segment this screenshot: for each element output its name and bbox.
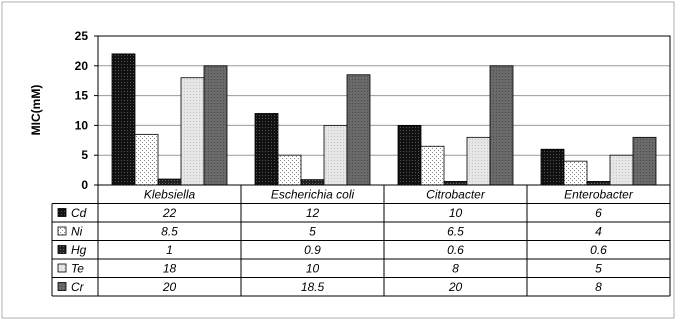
y-tick-label: 0: [81, 178, 88, 192]
table-cell: 5: [309, 225, 316, 239]
category-label: Klebsiella: [144, 188, 196, 202]
bar-hg-2: [443, 181, 468, 186]
table-cell: 6.5: [447, 225, 464, 239]
bars: [111, 53, 657, 186]
legend-key-te: [57, 263, 67, 273]
table-cell: 20: [162, 280, 177, 294]
series-label: Cr: [71, 280, 85, 294]
table-cell: 1: [166, 243, 173, 257]
bar-cr-3: [632, 136, 657, 186]
table-cell: 6: [595, 206, 602, 220]
table-cell: 20: [448, 280, 463, 294]
table-cell: 18.5: [301, 280, 325, 294]
bar-cr-0: [203, 65, 228, 186]
y-tick-label: 15: [75, 89, 89, 103]
y-tick-label: 5: [81, 148, 88, 162]
table-cell: 8.5: [161, 225, 178, 239]
y-tick-label: 20: [75, 59, 89, 73]
bar-cd-1: [254, 113, 279, 186]
bar-ni-2: [420, 145, 445, 186]
table-cell: 4: [595, 225, 602, 239]
table-cell: 0.6: [447, 243, 464, 257]
table-cell: 8: [595, 280, 602, 294]
bar-hg-1: [300, 179, 325, 186]
bar-ni-3: [563, 160, 588, 186]
y-tick-label: 25: [75, 29, 89, 43]
legend-key-ni: [57, 226, 67, 236]
table-cell: 5: [595, 262, 602, 276]
table-cell: 10: [449, 206, 463, 220]
bar-te-1: [323, 125, 348, 186]
table-cell: 0.9: [304, 243, 321, 257]
bar-cd-3: [540, 148, 565, 186]
y-tick-label: 10: [75, 118, 89, 132]
series-label: Hg: [71, 243, 87, 257]
series-label: Cd: [71, 206, 87, 220]
bar-cr-1: [346, 74, 371, 186]
bar-te-3: [609, 154, 634, 186]
bar-hg-3: [586, 181, 611, 186]
bar-te-2: [466, 136, 491, 186]
bar-cd-2: [397, 125, 422, 186]
data-table: Klebsiella Escherichia coli Citrobacter Ent…: [51, 184, 671, 297]
bar-te-0: [180, 77, 205, 186]
bar-ni-1: [277, 154, 302, 186]
category-label: Citrobacter: [426, 188, 486, 202]
bar-cd-0: [111, 53, 136, 186]
y-tick-labels: 0 5 10 15 20 25: [75, 29, 89, 192]
table-cell: 8: [452, 262, 459, 276]
legend-key-hg: [57, 245, 67, 254]
bar-cr-2: [489, 65, 514, 186]
table-cell: 0.6: [590, 243, 607, 257]
series-label: Te: [71, 262, 84, 276]
legend-key-cd: [57, 208, 67, 217]
bar-ni-0: [134, 133, 159, 186]
y-axis-label: MIC(mM): [29, 85, 43, 136]
category-label: Escherichia coli: [271, 188, 355, 202]
category-label: Enterobacter: [564, 188, 634, 202]
legend-key-cr: [57, 282, 67, 291]
table-cell: 18: [163, 262, 177, 276]
table-cell: 10: [306, 262, 320, 276]
table-cell: 12: [306, 206, 320, 220]
series-label: Ni: [71, 225, 83, 239]
bar-hg-0: [157, 178, 182, 186]
table-cell: 22: [162, 206, 177, 220]
